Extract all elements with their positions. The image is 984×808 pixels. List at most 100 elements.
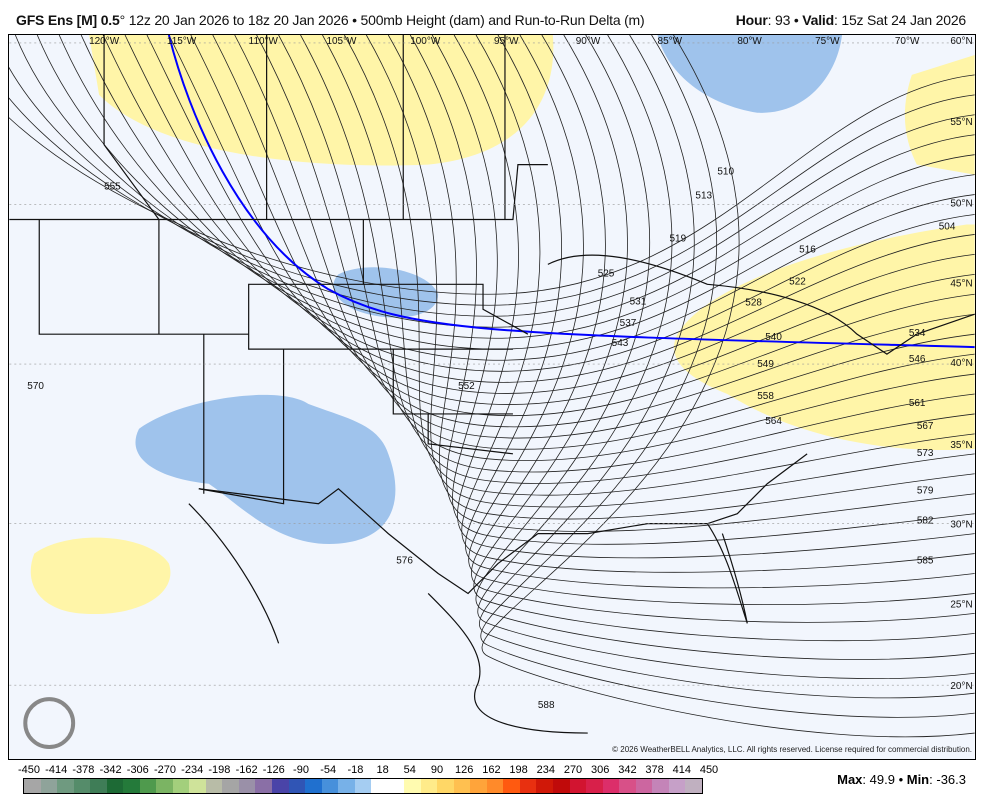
height-contour (256, 35, 975, 450)
colorbar-swatch (189, 779, 206, 793)
longitude-label: 70°W (895, 36, 920, 47)
weather-map: 120°W 115°W 110°W 105°W 100°W 95°W 90°W 85°W 80°… (8, 34, 976, 760)
height-contour (409, 35, 975, 532)
colorbar-swatch (40, 779, 58, 793)
colorbar-swatch (305, 779, 322, 793)
colorbar-swatch (652, 779, 669, 793)
longitude-label: 90°W (576, 36, 601, 47)
contour-label: 576 (396, 556, 413, 567)
contour-label: 552 (458, 381, 475, 392)
colorbar-tick-label: 54 (403, 764, 416, 776)
latitude-label: 45°N (950, 278, 972, 289)
contour-label: 513 (695, 191, 712, 202)
positive-delta-areas (30, 35, 975, 615)
contour-label: 564 (765, 416, 782, 427)
colorbar-swatch (288, 779, 306, 793)
latitude-label: 20°N (950, 681, 972, 692)
height-contour (14, 35, 975, 328)
colorbar-swatch (519, 779, 537, 793)
max-label: Max (837, 772, 863, 787)
colorbar-tick-label: -54 (320, 764, 337, 776)
height-contour (431, 35, 975, 545)
colorbar-tick-label: -270 (153, 764, 177, 776)
colorbar-tick-label: -450 (17, 764, 41, 776)
colorbar-swatch (73, 779, 91, 793)
contour-label: 585 (917, 556, 934, 567)
colorbar-swatch (586, 779, 603, 793)
height-contour (146, 35, 975, 394)
contour-label: 528 (745, 297, 762, 308)
run-range: 12z 20 Jan 2026 to 18z 20 Jan 2026 (128, 12, 349, 28)
height-contour (473, 35, 975, 642)
height-contour (465, 35, 975, 589)
height-contour (387, 35, 975, 520)
colorbar-swatch (106, 779, 124, 793)
colorbar-swatch (156, 779, 173, 793)
contour-label: 522 (789, 276, 806, 287)
contour-label: 582 (917, 516, 934, 527)
contour-label: 534 (909, 328, 926, 339)
colorbar-swatch (486, 779, 504, 793)
contour-label: 567 (917, 421, 934, 432)
colorbar-swatch (238, 779, 256, 793)
colorbar-swatch (503, 779, 520, 793)
colorbar-tick-label: 414 (672, 764, 691, 776)
colorbar-swatch (139, 779, 157, 793)
longitude-label: 95°W (494, 36, 519, 47)
colorbar-swatch (602, 779, 620, 793)
height-contour (9, 66, 975, 317)
colorbar-swatch (57, 779, 74, 793)
longitude-label: 75°W (815, 36, 840, 47)
latitude-label: 50°N (950, 199, 972, 210)
valid-time: Hour: 93 • Valid: 15z Sat 24 Jan 2026 (735, 12, 966, 28)
height-contour (278, 35, 975, 462)
colorbar-tick-label: 234 (536, 764, 555, 776)
height-contour (322, 35, 975, 484)
contour-label: 570 (27, 381, 44, 392)
colorbar-tick-label: -414 (45, 764, 68, 776)
colorbar-tick-label: -378 (72, 764, 95, 776)
colorbar-swatch (536, 779, 553, 793)
product-name: 500mb Height (dam) and Run-to-Run Delta … (360, 12, 645, 28)
colorbar-swatch (635, 779, 653, 793)
colorbar-swatch (404, 779, 421, 793)
contour-label: 540 (765, 332, 782, 343)
latitude-label: 55°N (950, 117, 972, 128)
colorbar-labels: -450 -414 -378 -342 -306 -270 -234 -198 -162 -126… (10, 764, 718, 778)
colorbar-swatch (321, 779, 339, 793)
longitude-label: 110°W (249, 36, 279, 47)
copyright: © 2026 WeatherBELL Analytics, LLC. All r… (612, 745, 972, 754)
max-value: 49.9 (869, 772, 895, 787)
contour-label: 519 (670, 233, 687, 244)
contour-label: 510 (717, 167, 734, 178)
colorbar-tick-label: -18 (347, 764, 364, 776)
contour-label: 549 (757, 359, 774, 370)
model-name: GFS Ens [M] 0.5 (16, 12, 120, 28)
colorbar-tick-label: 342 (618, 764, 637, 776)
height-contour (479, 35, 975, 699)
colorbar-tick-label: -198 (208, 764, 231, 776)
contour-label: 516 (799, 244, 816, 255)
longitude-label: 120°W (89, 36, 120, 47)
latitude-label: 30°N (950, 520, 972, 531)
colorbar-swatch (437, 779, 454, 793)
colorbar-swatch (371, 779, 388, 793)
colorbar-tick-label: 162 (482, 764, 501, 776)
latitude-label: 40°N (950, 358, 972, 369)
height-contour (102, 35, 975, 372)
separator: • (793, 12, 799, 28)
highlight-contour-540 (167, 35, 975, 349)
height-contour (344, 35, 975, 496)
height-contour (300, 35, 975, 473)
contour-label: 558 (757, 391, 774, 402)
valid-value: 15z Sat 24 Jan 2026 (841, 12, 966, 28)
colorbar-tick-label: 90 (430, 764, 444, 776)
latitude-label: 35°N (950, 440, 972, 451)
colorbar-swatch (123, 779, 140, 793)
height-contour (480, 35, 975, 718)
colorbar-swatch (205, 779, 223, 793)
height-contour (9, 94, 975, 306)
height-contour (471, 35, 975, 623)
colorbar-tick-label: 198 (509, 764, 528, 776)
colorbar-tick-label: -306 (126, 764, 149, 776)
